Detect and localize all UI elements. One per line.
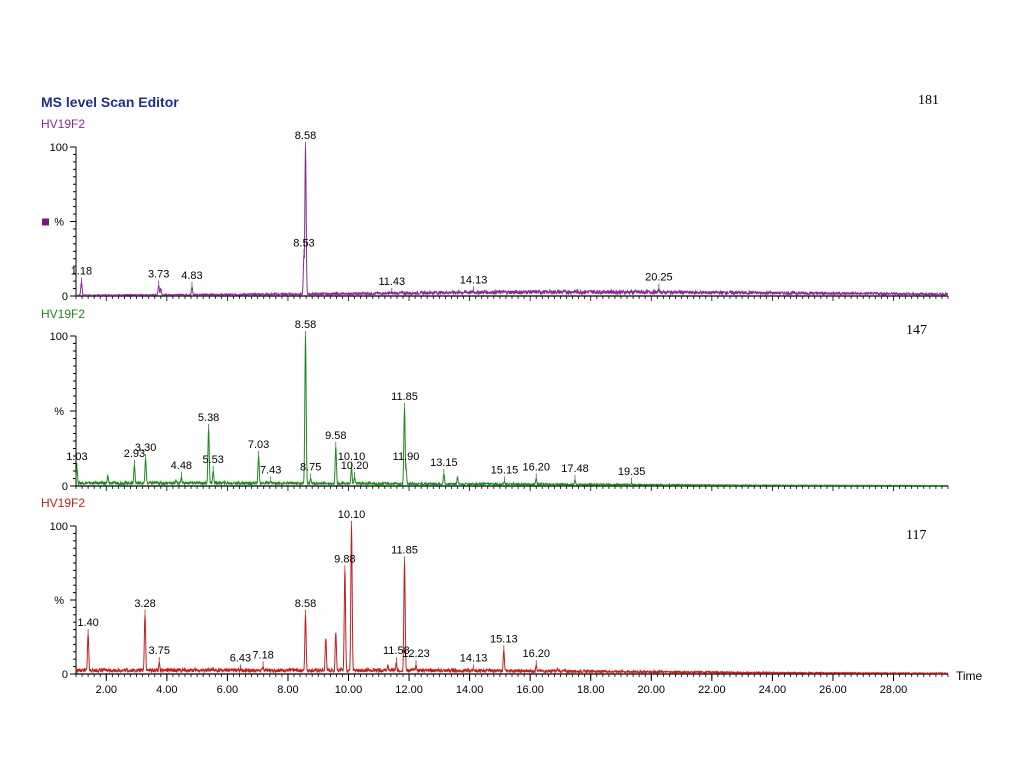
x-tick-label: 4.00 <box>156 684 177 696</box>
peak-label: 3.28 <box>134 598 155 610</box>
peak-label: 1.18 <box>71 266 92 278</box>
x-tick-label: 20.00 <box>638 684 666 696</box>
mass-label: 181 <box>918 93 939 108</box>
x-tick-label: 6.00 <box>217 684 238 696</box>
peak-label: 7.03 <box>248 439 269 451</box>
chromatogram-panel-3: HV19F2 117 100 0% 1.40 3.28 3.75 6.43 7.18 8.58 9.… <box>41 496 983 696</box>
x-tick-label: 26.00 <box>819 684 847 696</box>
peak-label: 14.13 <box>460 653 488 665</box>
peak-label: 2.93 <box>124 448 145 460</box>
peak-label: 5.38 <box>198 412 219 424</box>
peak-label: 1.03 <box>66 451 87 463</box>
y-tick-label: 0 <box>62 669 68 681</box>
peak-label: 15.15 <box>491 465 519 477</box>
sample-name: HV19F2 <box>41 117 85 131</box>
y-tick-label: 100 <box>50 331 68 343</box>
sample-name: HV19F2 <box>41 307 85 321</box>
peak-label: 16.20 <box>522 648 550 660</box>
mass-label: 147 <box>906 323 927 338</box>
peak-label: 5.53 <box>202 454 223 466</box>
y-axis-label: % <box>54 406 64 418</box>
y-tick-label: 100 <box>50 142 68 154</box>
x-tick-label: 2.00 <box>96 684 117 696</box>
y-axis-label: % <box>54 217 64 229</box>
peak-label: 11.43 <box>378 276 405 288</box>
peak-label: 13.15 <box>430 457 458 469</box>
signal-trace <box>75 335 948 487</box>
peak-label: 7.18 <box>252 650 273 662</box>
peak-label: 14.13 <box>460 275 488 287</box>
peak-label: 20.25 <box>645 272 673 284</box>
y-tick-label: 0 <box>62 481 68 493</box>
x-tick-label: 16.00 <box>516 684 544 696</box>
peak-label: 4.48 <box>171 460 192 472</box>
peak-label: 3.30 <box>135 442 156 454</box>
peak-label: 10.10 <box>338 451 366 463</box>
peak-label: 10.10 <box>338 509 366 521</box>
peak-label: 19.35 <box>618 466 646 478</box>
peak-label: 9.88 <box>334 553 355 565</box>
peak-label: 3.75 <box>149 645 170 657</box>
peak-label: 7.43 <box>260 465 281 477</box>
peak-label: 17.48 <box>561 463 589 475</box>
peak-label: 10.20 <box>341 460 369 472</box>
x-tick-label: 22.00 <box>698 684 726 696</box>
peak-label: 12.23 <box>402 648 430 660</box>
x-tick-label: 18.00 <box>577 684 605 696</box>
x-tick-label: 12.00 <box>395 684 423 696</box>
peak-label: 8.58 <box>295 319 316 331</box>
y-tick-label: 0 <box>62 291 68 303</box>
x-tick-label: 14.00 <box>456 684 484 696</box>
sample-name: HV19F2 <box>41 496 85 510</box>
legend-marker <box>42 218 49 226</box>
app-title: MS level Scan Editor <box>41 94 179 110</box>
peak-label: 3.73 <box>148 269 169 281</box>
x-tick-label: 28.00 <box>880 684 908 696</box>
peak-label: 8.75 <box>300 462 321 474</box>
x-axis-label: Time <box>956 669 983 683</box>
peak-label: 11.58 <box>383 645 410 657</box>
y-axis-label: % <box>54 595 64 607</box>
signal-trace <box>75 525 949 676</box>
peak-label: 11.90 <box>393 451 420 463</box>
signal-trace <box>75 146 949 297</box>
peak-label: 11.85 <box>391 391 418 403</box>
peak-label: 8.58 <box>295 130 316 142</box>
peak-label: 15.13 <box>490 633 518 645</box>
peak-label: 16.20 <box>522 462 550 474</box>
peak-label: 8.53 <box>293 237 314 249</box>
peak-label: 11.85 <box>391 545 418 557</box>
x-tick-label: 10.00 <box>335 684 363 696</box>
peak-label: 6.43 <box>230 653 251 665</box>
chromatogram-panel-2: HV19F2 147 100 0% 1.03 2.933.30 4.48 5.38 5.53 7.… <box>41 307 949 493</box>
mass-label: 117 <box>906 528 926 543</box>
peak-label: 9.58 <box>325 430 346 442</box>
x-tick-label: 8.00 <box>277 684 298 696</box>
peak-label: 4.83 <box>181 270 202 282</box>
x-tick-label: 24.00 <box>759 684 787 696</box>
chromatogram-panel-1: HV19F2 181 100 0% 1.18 3.73 4.83 8.53 8.58 11.43 1… <box>41 93 949 303</box>
peak-label: 1.40 <box>77 617 98 629</box>
y-tick-label: 100 <box>50 521 68 533</box>
peak-label: 8.58 <box>295 598 316 610</box>
